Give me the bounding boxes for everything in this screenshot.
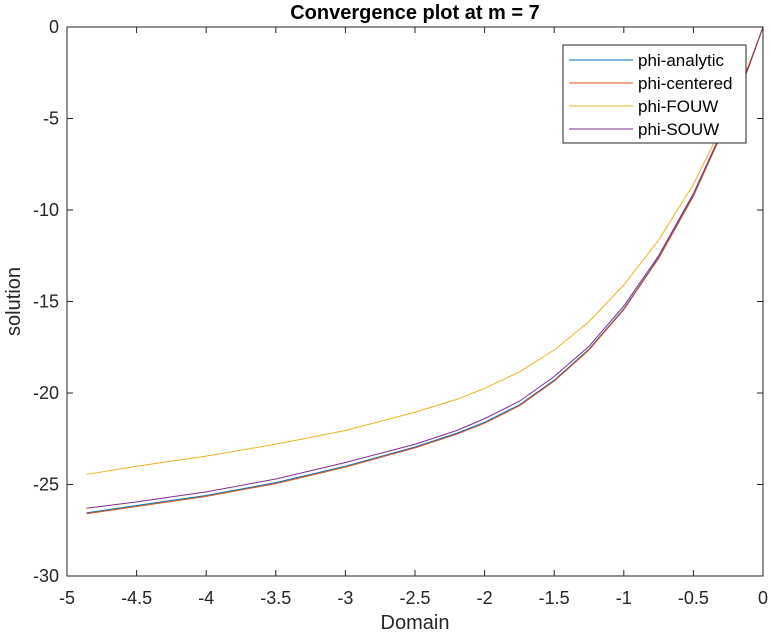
series-line-phi-souw <box>86 26 764 509</box>
y-tick-label: -20 <box>33 383 59 403</box>
legend-label: phi-centered <box>638 74 733 93</box>
y-axis: 0 -5 -10 -15 -20 -25 -30 <box>33 17 763 586</box>
legend-box <box>562 44 747 144</box>
legend: phi-analytic phi-centered phi-FOUW phi-SOUW <box>562 44 747 144</box>
y-tick-label: -10 <box>33 200 59 220</box>
legend-label: phi-FOUW <box>638 97 718 116</box>
legend-item: phi-FOUW <box>569 97 718 116</box>
legend-item: phi-analytic <box>569 51 724 70</box>
x-axis: -5 -4.5 -4 -3.5 -3 -2.5 -2 -1.5 -1 -0.5 0 <box>59 27 768 608</box>
y-tick-label: -30 <box>33 566 59 586</box>
series-line-phi-fouw <box>86 26 764 475</box>
y-tick-label: -15 <box>33 292 59 312</box>
y-tick-label: -25 <box>33 475 59 495</box>
x-tick-label: -3 <box>337 588 353 608</box>
legend-items: phi-analytic phi-centered phi-FOUW phi-SOUW <box>569 51 733 139</box>
x-tick-label: -4.5 <box>121 588 152 608</box>
legend-item: phi-centered <box>569 74 733 93</box>
x-axis-label: Domain <box>381 612 450 633</box>
legend-label: phi-analytic <box>638 51 724 70</box>
x-tick-label: -0.5 <box>678 588 709 608</box>
x-tick-label: 0 <box>758 588 768 608</box>
x-tick-label: -4 <box>198 588 214 608</box>
x-tick-label: -2 <box>477 588 493 608</box>
series-layer <box>86 26 764 515</box>
y-tick-label: -5 <box>43 109 59 129</box>
series-line-phi-centered <box>86 26 764 515</box>
x-tick-label: -2.5 <box>399 588 430 608</box>
x-tick-label: -1 <box>616 588 632 608</box>
x-tick-label: -5 <box>59 588 75 608</box>
legend-item: phi-SOUW <box>569 120 719 139</box>
y-tick-label: 0 <box>49 17 59 37</box>
x-tick-label: -1.5 <box>539 588 570 608</box>
legend-label: phi-SOUW <box>638 120 719 139</box>
chart-title: Convergence plot at m = 7 <box>290 2 540 24</box>
y-axis-label: solution <box>3 267 25 336</box>
x-tick-label: -3.5 <box>260 588 291 608</box>
